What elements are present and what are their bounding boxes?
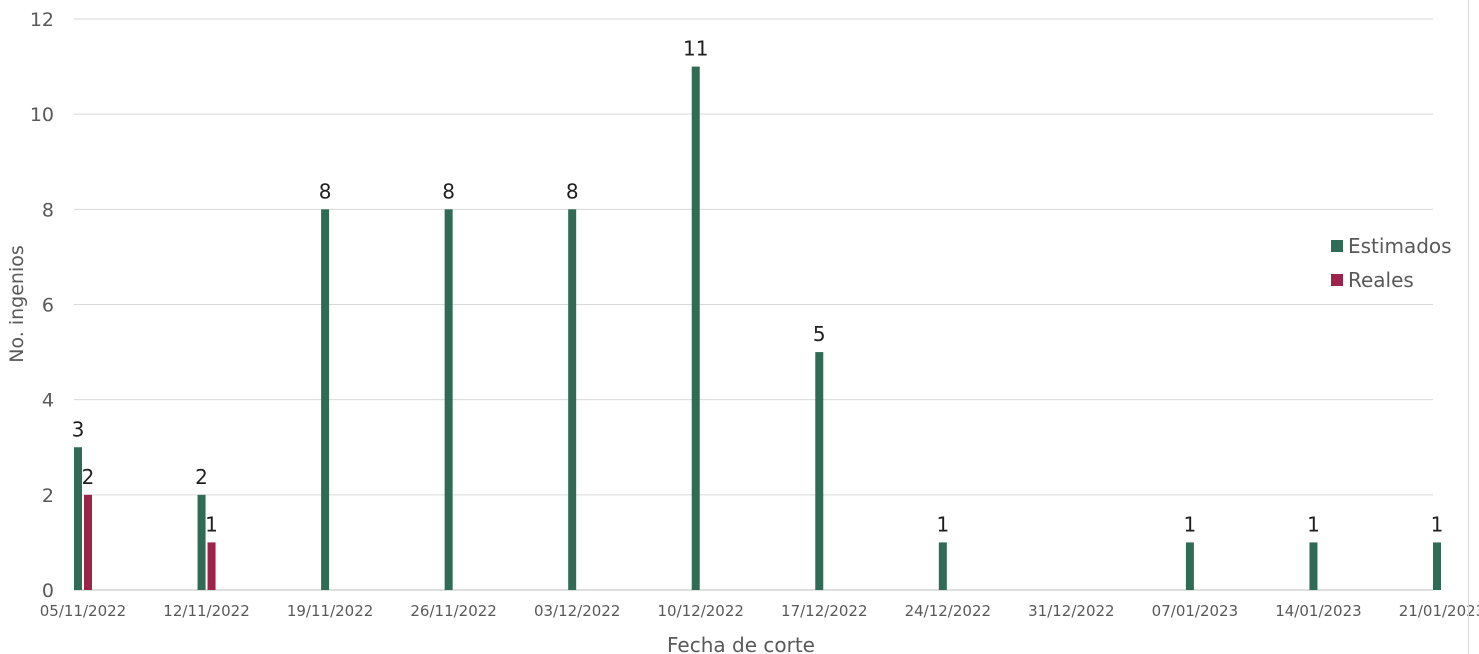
x-tick-label: 05/11/2022 xyxy=(40,602,126,620)
bar-estimados xyxy=(691,66,700,591)
gridlines xyxy=(74,18,1433,591)
data-label: 1 xyxy=(205,512,218,536)
bar-reales xyxy=(84,494,92,590)
x-tick-label: 24/12/2022 xyxy=(905,602,991,620)
y-tick-label: 4 xyxy=(42,390,54,412)
x-tick-label: 03/12/2022 xyxy=(534,602,620,620)
bar-estimados xyxy=(815,352,824,590)
legend-label-estimados: Estimados xyxy=(1348,234,1452,258)
bar-estimados xyxy=(321,209,330,591)
x-tick-label: 19/11/2022 xyxy=(287,602,373,620)
data-label: 11 xyxy=(683,37,708,61)
bar-reales xyxy=(207,542,216,590)
x-axis: 05/11/2022 12/11/2022 19/11/2022 26/11/2022… xyxy=(40,602,1479,620)
bar-estimados xyxy=(197,494,206,590)
data-label: 1 xyxy=(1184,512,1197,536)
legend-swatch-reales xyxy=(1331,274,1343,286)
data-label: 5 xyxy=(813,322,826,346)
x-tick-label: 31/12/2022 xyxy=(1028,602,1114,620)
x-tick-label: 07/01/2023 xyxy=(1152,602,1238,620)
bar-estimados xyxy=(938,542,947,590)
data-label: 8 xyxy=(566,179,579,203)
bar-estimados xyxy=(568,209,577,591)
bar-estimados xyxy=(1185,542,1194,590)
y-axis: 0 2 4 6 8 10 12 xyxy=(30,9,54,602)
data-label: 1 xyxy=(1307,512,1320,536)
x-tick-label: 14/01/2023 xyxy=(1275,602,1361,620)
x-tick-label: 12/11/2022 xyxy=(163,602,249,620)
x-tick-label: 10/12/2022 xyxy=(657,602,743,620)
x-tick-label: 21/01/2023 xyxy=(1399,602,1479,620)
x-tick-label: 26/11/2022 xyxy=(410,602,496,620)
y-tick-label: 0 xyxy=(42,580,54,602)
y-tick-label: 2 xyxy=(42,485,54,507)
legend-label-reales: Reales xyxy=(1348,268,1414,292)
y-tick-label: 8 xyxy=(42,199,54,221)
y-tick-label: 12 xyxy=(30,9,54,31)
data-label: 8 xyxy=(319,179,332,203)
data-label: 3 xyxy=(72,417,85,441)
y-tick-label: 6 xyxy=(42,295,54,317)
data-label: 8 xyxy=(442,179,455,203)
legend: Estimados Reales xyxy=(1331,234,1452,292)
bars xyxy=(74,66,1441,591)
bar-estimados xyxy=(1309,542,1318,590)
x-tick-label: 17/12/2022 xyxy=(781,602,867,620)
bar-estimados xyxy=(1433,542,1441,590)
legend-swatch-estimados xyxy=(1331,240,1343,252)
data-label: 1 xyxy=(1431,512,1444,536)
data-label: 2 xyxy=(82,465,95,489)
x-axis-title: Fecha de corte xyxy=(667,633,815,654)
chart-border xyxy=(1468,0,1469,654)
y-tick-label: 10 xyxy=(30,104,54,126)
data-label: 2 xyxy=(195,465,208,489)
data-label: 1 xyxy=(936,512,949,536)
bar-estimados xyxy=(444,209,453,591)
bar-estimados xyxy=(74,447,82,590)
y-axis-title: No. ingenios xyxy=(6,245,28,363)
